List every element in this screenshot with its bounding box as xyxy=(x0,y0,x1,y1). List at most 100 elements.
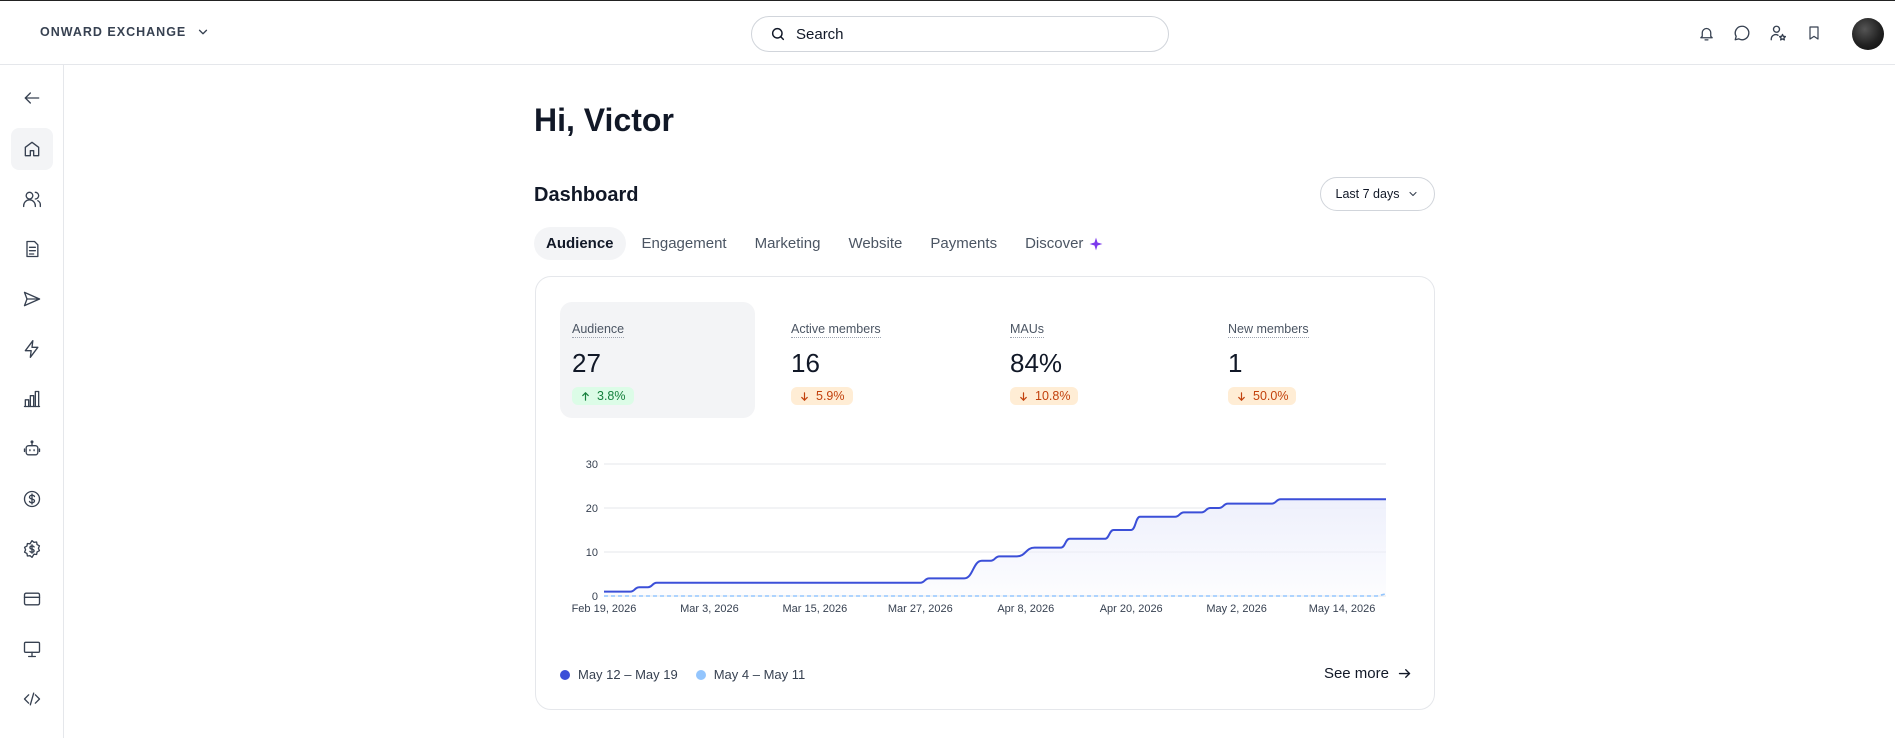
sidebar-item-payments[interactable] xyxy=(11,478,53,520)
code-icon xyxy=(23,692,41,706)
metric-label: MAUs xyxy=(1010,322,1045,338)
bar-chart-icon xyxy=(23,390,41,408)
x-tick-label: May 14, 2026 xyxy=(1309,603,1376,615)
sidebar-item-developer[interactable] xyxy=(11,678,53,720)
dollar-circle-icon xyxy=(23,490,41,508)
legend-label: May 12 – May 19 xyxy=(578,667,678,682)
sidebar-item-posts[interactable] xyxy=(11,228,53,270)
date-range-label: Last 7 days xyxy=(1335,187,1400,201)
legend-dot-current xyxy=(560,669,570,680)
tab-website[interactable]: Website xyxy=(848,235,903,252)
change-value: 5.9% xyxy=(816,389,845,403)
series-area-current xyxy=(604,499,1386,596)
arrow-down-icon xyxy=(1238,391,1245,401)
x-tick-label: Apr 20, 2026 xyxy=(1100,603,1163,615)
user-star-icon[interactable] xyxy=(1768,21,1788,45)
document-icon xyxy=(26,240,39,258)
tab-audience[interactable]: Audience xyxy=(534,227,626,260)
change-badge: 3.8% xyxy=(572,387,634,405)
sidebar-item-website[interactable] xyxy=(11,628,53,670)
top-actions xyxy=(1696,21,1824,45)
sidebar-item-bot[interactable] xyxy=(11,428,53,470)
chevron-down-icon xyxy=(199,29,208,35)
sidebar-item-home[interactable] xyxy=(11,128,53,170)
tab-discover[interactable]: Discover xyxy=(1013,227,1115,260)
tab-discover-label: Discover xyxy=(1025,235,1084,252)
series-line-previous xyxy=(604,593,1387,597)
avatar[interactable] xyxy=(1852,18,1884,50)
credit-card-icon xyxy=(23,592,41,606)
send-icon xyxy=(23,291,41,307)
metric-audience[interactable]: Audience 27 3.8% xyxy=(560,302,755,418)
workspace-switcher[interactable]: ONWARD EXCHANGE xyxy=(40,25,210,39)
sidebar xyxy=(0,65,64,738)
change-value: 50.0% xyxy=(1253,389,1289,403)
monitor-icon xyxy=(23,641,41,658)
x-tick-label: Mar 3, 2026 xyxy=(680,603,739,615)
legend-label: May 4 – May 11 xyxy=(713,667,806,682)
see-more-link[interactable]: See more xyxy=(1324,665,1412,682)
users-icon xyxy=(23,191,42,208)
metric-label: New members xyxy=(1228,322,1309,338)
robot-icon xyxy=(23,440,41,456)
metric-new-members[interactable]: New members 1 50.0% xyxy=(1216,302,1411,418)
sidebar-item-analytics[interactable] xyxy=(11,378,53,420)
sparkle-icon xyxy=(1090,237,1103,250)
legend-item-previous: May 4 – May 11 xyxy=(695,667,806,682)
change-badge: 50.0% xyxy=(1228,387,1297,405)
tab-payments[interactable]: Payments xyxy=(930,235,998,252)
change-value: 3.8% xyxy=(597,389,626,403)
sidebar-item-send[interactable] xyxy=(11,278,53,320)
arrow-left-icon xyxy=(24,92,40,104)
dollar-badge-icon xyxy=(23,540,41,558)
metric-active-members[interactable]: Active members 16 5.9% xyxy=(779,302,974,418)
change-value: 10.8% xyxy=(1035,389,1071,403)
top-bar: ONWARD EXCHANGE xyxy=(0,0,1895,65)
tab-marketing[interactable]: Marketing xyxy=(754,235,821,252)
arrow-right-icon xyxy=(1398,669,1411,678)
bolt-icon xyxy=(24,340,39,358)
x-tick-label: Mar 15, 2026 xyxy=(782,603,847,615)
page-title: Hi, Victor xyxy=(534,102,674,138)
metric-label: Audience xyxy=(572,322,625,338)
brand-name: ONWARD EXCHANGE xyxy=(40,25,187,39)
chart-legend: May 12 – May 19 May 4 – May 11 xyxy=(560,667,805,682)
metric-value: 1 xyxy=(1228,348,1243,378)
series-line-current xyxy=(604,498,1386,593)
metric-value: 84% xyxy=(1010,348,1063,378)
arrow-down-icon xyxy=(801,391,808,401)
bell-icon[interactable] xyxy=(1696,21,1716,45)
dashboard-tabs: Audience Engagement Marketing Website Pa… xyxy=(534,227,1115,260)
metric-value: 27 xyxy=(572,348,601,378)
search-bar[interactable] xyxy=(751,16,1169,52)
audience-card: Audience 27 3.8% Active members 16 5.9% … xyxy=(535,276,1435,710)
x-tick-label: May 2, 2026 xyxy=(1206,603,1267,615)
y-tick-label: 10 xyxy=(586,547,598,559)
search-input[interactable] xyxy=(796,25,1116,43)
tab-engagement[interactable]: Engagement xyxy=(641,235,727,252)
back-button[interactable] xyxy=(11,77,53,119)
see-more-label: See more xyxy=(1323,665,1389,682)
home-icon xyxy=(24,141,40,157)
sidebar-item-monetization[interactable] xyxy=(11,528,53,570)
y-tick-label: 20 xyxy=(586,503,598,515)
dashboard-title: Dashboard xyxy=(534,184,639,206)
y-tick-label: 30 xyxy=(586,459,598,471)
sidebar-item-billing[interactable] xyxy=(11,578,53,620)
chat-icon[interactable] xyxy=(1732,21,1752,45)
metric-maus[interactable]: MAUs 84% 10.8% xyxy=(998,302,1193,418)
chevron-down-icon xyxy=(1409,191,1418,197)
metric-value: 16 xyxy=(791,348,820,378)
sidebar-item-members[interactable] xyxy=(11,178,53,220)
sidebar-item-automations[interactable] xyxy=(11,328,53,370)
legend-item-current: May 12 – May 19 xyxy=(560,667,678,682)
arrow-down-icon xyxy=(1020,391,1027,401)
x-tick-label: Mar 27, 2026 xyxy=(888,603,953,615)
y-tick-label: 0 xyxy=(592,591,598,603)
date-range-select[interactable]: Last 7 days xyxy=(1320,177,1435,211)
change-badge: 10.8% xyxy=(1010,387,1079,405)
arrow-up-icon xyxy=(582,391,589,401)
bookmark-icon[interactable] xyxy=(1804,21,1824,45)
x-tick-label: Feb 19, 2026 xyxy=(572,603,637,615)
change-badge: 5.9% xyxy=(791,387,853,405)
